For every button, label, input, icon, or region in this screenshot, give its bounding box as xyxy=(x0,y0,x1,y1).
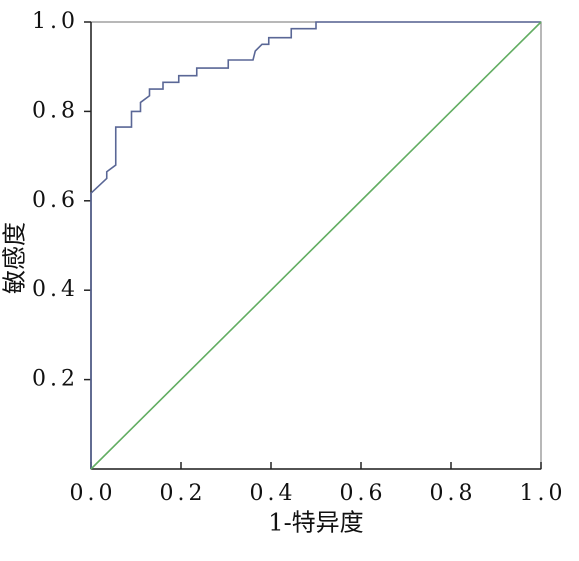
x-tick-label: 0.6 xyxy=(340,481,387,506)
y-tick-label: 0.2 xyxy=(32,367,79,392)
y-tick-label: 0.8 xyxy=(32,98,79,123)
x-axis-title: 1-特异度 xyxy=(268,509,363,537)
x-tick-label: 0.4 xyxy=(250,481,297,506)
x-tick-label: 0.0 xyxy=(70,481,117,506)
x-tick-label: 0.2 xyxy=(160,481,207,506)
x-tick-label: 1.0 xyxy=(520,481,567,506)
roc-line xyxy=(90,21,542,470)
x-tick-label: 0.8 xyxy=(430,481,477,506)
roc-line xyxy=(90,21,541,469)
y-axis-title: 敏感度 xyxy=(1,222,29,294)
y-tick-label: 0.4 xyxy=(32,277,79,302)
y-tick-label: 0.6 xyxy=(32,188,79,213)
y-tick-label: 1.0 xyxy=(32,9,79,34)
